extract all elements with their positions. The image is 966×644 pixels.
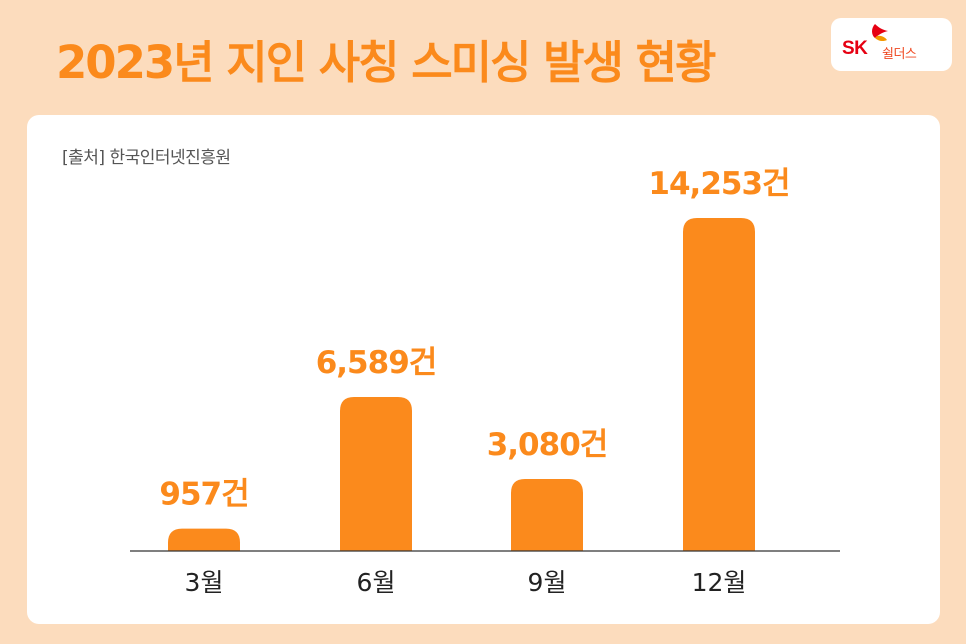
x-tick-label: 6월 <box>357 568 396 597</box>
source-note: [출처] 한국인터넷진흥원 <box>62 148 231 168</box>
logo-subbrand: 쉴더스 <box>882 47 917 62</box>
bar-9월 <box>511 479 583 551</box>
bar-12월 <box>683 218 755 551</box>
x-tick-label: 9월 <box>528 568 567 597</box>
sk-butterfly-icon <box>872 24 888 42</box>
logo-brand: SK <box>842 38 868 59</box>
data-label: 14,253건 <box>648 166 789 202</box>
sk-shieldus-logo: SK 쉴더스 <box>831 18 952 71</box>
x-tick-label: 12월 <box>692 568 747 597</box>
bar-6월 <box>340 397 412 551</box>
bar-chart: 957건 3월 6,589건 6월 3,080건 9월 14,253건 12월 <box>130 166 840 597</box>
data-label: 957건 <box>159 477 248 513</box>
data-label: 3,080건 <box>487 427 608 463</box>
data-label: 6,589건 <box>316 345 437 381</box>
page-title: 2023년 지인 사칭 스미싱 발생 현황 <box>56 36 716 89</box>
bar-3월 <box>168 528 240 551</box>
x-tick-label: 3월 <box>185 568 224 597</box>
chart-card: [출처] 한국인터넷진흥원 957건 3월 6,589건 6월 3,080건 9월 14,2… <box>27 115 940 624</box>
